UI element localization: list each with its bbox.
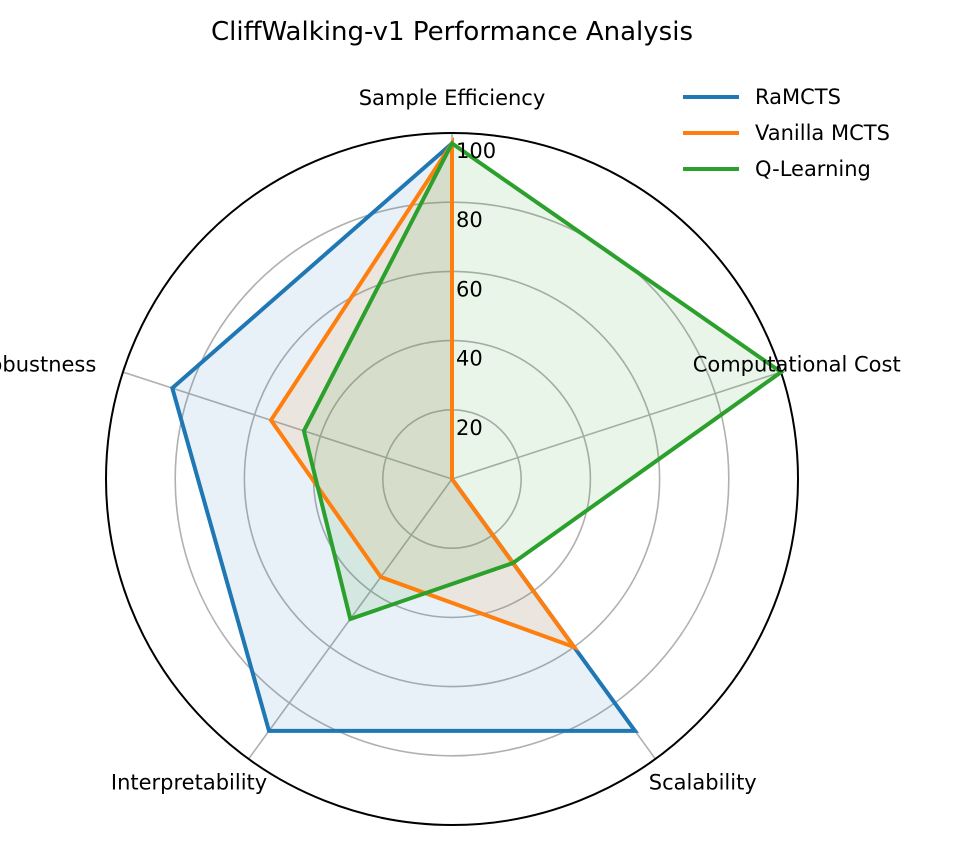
series-line-2: [301, 140, 785, 622]
legend-label: Vanilla MCTS: [755, 121, 890, 145]
r-tick-label: 20: [456, 416, 483, 440]
chart-title: CliffWalking-v1 Performance Analysis: [211, 17, 693, 47]
axis-label: Sample Efficiency: [359, 86, 546, 110]
axis-spoke: [122, 371, 453, 480]
legend-label: Q-Learning: [755, 157, 871, 181]
outer-frame: [105, 132, 799, 826]
axis-label: Computational Cost: [693, 352, 901, 376]
axis-spoke: [451, 371, 782, 480]
fill-layer: [172, 143, 782, 731]
legend: RaMCTS Vanilla MCTS Q-Learning: [683, 85, 890, 181]
line-layer: [170, 136, 785, 733]
r-tick-label: 40: [456, 347, 483, 371]
axis-label: Robustness: [0, 352, 96, 376]
series-fill-1: [271, 143, 574, 647]
series-line-1: [268, 136, 580, 652]
r-tick-label: 80: [456, 208, 483, 232]
series-fill-2: [303, 143, 782, 619]
axis-label-layer: Sample Efficiency Computational Cost Scala…: [0, 86, 901, 795]
r-tick-label: 100: [456, 139, 496, 163]
tick-layer: 20 40 60 80 100: [456, 139, 496, 440]
series-fill-0: [172, 143, 636, 731]
r-tick-label: 60: [456, 277, 483, 301]
axis-label: Scalability: [649, 771, 757, 795]
axis-label: Interpretability: [111, 771, 267, 795]
legend-label: RaMCTS: [755, 85, 841, 109]
